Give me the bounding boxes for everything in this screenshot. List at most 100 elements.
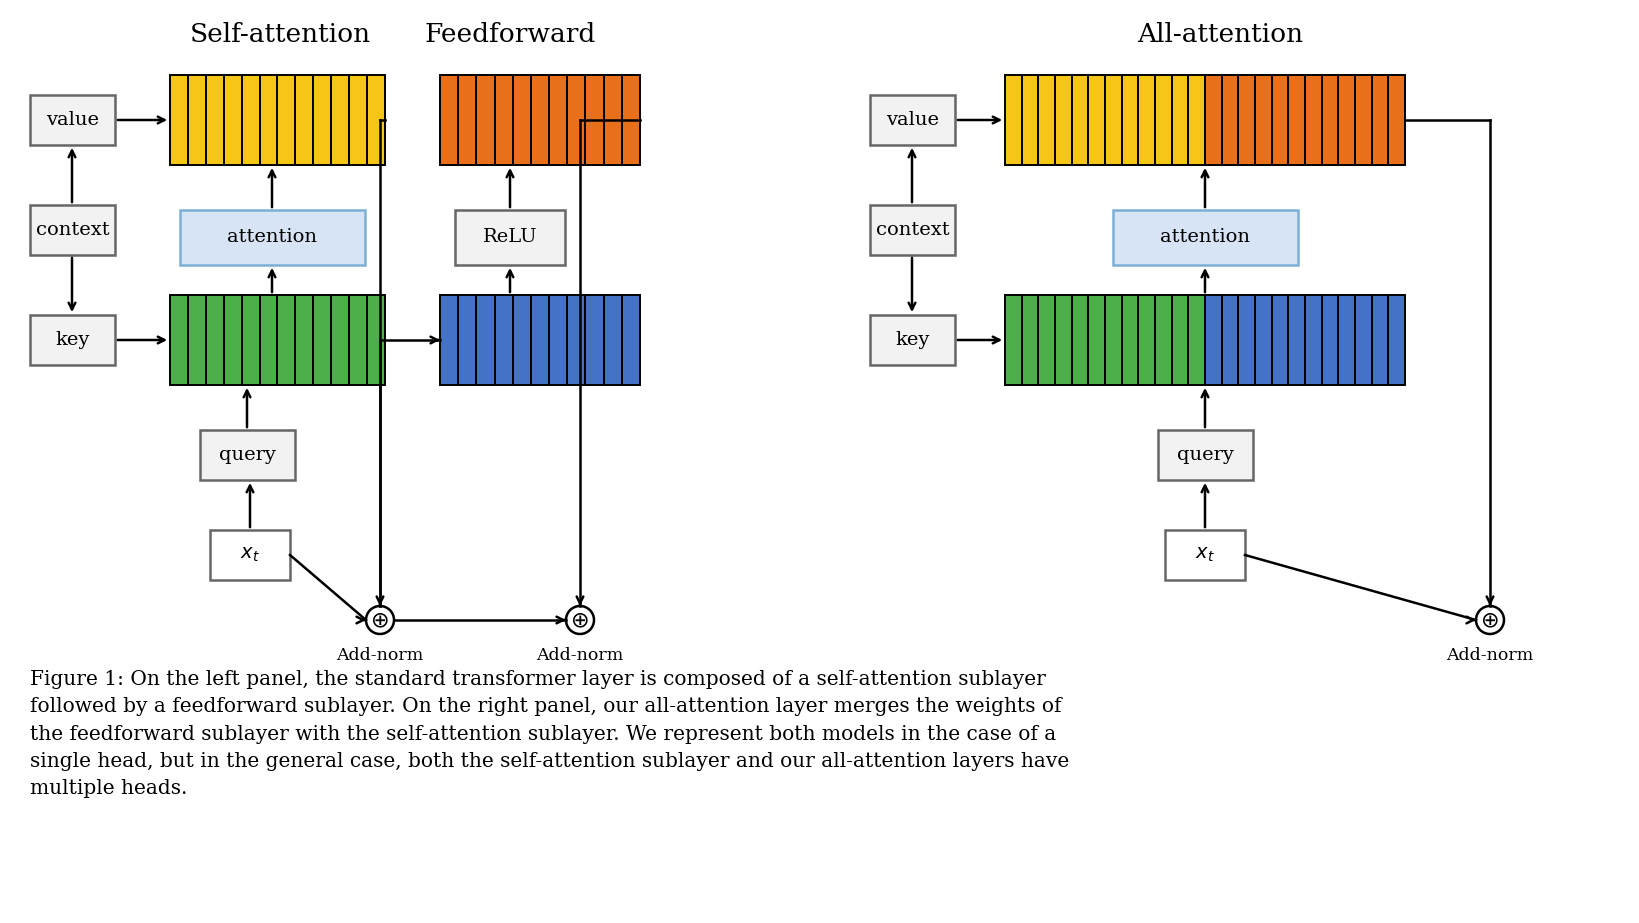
Bar [1321, 295, 1337, 385]
Bar [1354, 295, 1370, 385]
Text: $x_t$: $x_t$ [1195, 545, 1214, 564]
Bar [1121, 75, 1137, 165]
Bar [513, 75, 531, 165]
Text: Feedforward: Feedforward [425, 22, 595, 47]
Text: Add-norm: Add-norm [536, 647, 623, 664]
Bar [1154, 75, 1170, 165]
Bar [223, 75, 241, 165]
Bar [210, 530, 290, 580]
Circle shape [565, 606, 593, 634]
Bar [1170, 75, 1188, 165]
Bar [1305, 75, 1321, 165]
Text: Add-norm: Add-norm [1446, 647, 1532, 664]
Bar [531, 75, 549, 165]
Text: query: query [220, 446, 275, 464]
Bar [567, 295, 585, 385]
Text: attention: attention [228, 229, 318, 246]
Text: All-attention: All-attention [1136, 22, 1303, 47]
Text: Add-norm: Add-norm [336, 647, 423, 664]
Bar [30, 315, 115, 365]
Bar [475, 75, 495, 165]
Text: $x_t$: $x_t$ [239, 545, 259, 564]
Bar [454, 210, 565, 265]
Bar [188, 75, 207, 165]
Bar [1188, 75, 1205, 165]
Bar [30, 95, 115, 145]
Bar [1121, 295, 1137, 385]
Bar [1254, 75, 1270, 165]
Bar [869, 315, 954, 365]
Bar [1005, 75, 1021, 165]
Text: value: value [46, 111, 98, 129]
Bar [1205, 295, 1221, 385]
Bar [1070, 75, 1088, 165]
Bar [1021, 295, 1037, 385]
Bar [295, 295, 313, 385]
Bar [1237, 75, 1254, 165]
Text: key: key [56, 331, 90, 349]
Bar [1105, 75, 1121, 165]
Text: Self-attention: Self-attention [190, 22, 370, 47]
Bar [439, 75, 457, 165]
Bar [869, 205, 954, 255]
Bar [349, 75, 367, 165]
Bar [1388, 295, 1405, 385]
Bar [1370, 295, 1388, 385]
Bar [367, 295, 385, 385]
Bar [457, 75, 475, 165]
Bar [200, 430, 295, 480]
Bar [603, 75, 621, 165]
Bar [241, 295, 259, 385]
Bar [549, 295, 567, 385]
Bar [259, 75, 277, 165]
Text: ⊕: ⊕ [370, 610, 388, 630]
Bar [1157, 430, 1252, 480]
Text: ⊕: ⊕ [570, 610, 588, 630]
Bar [621, 75, 639, 165]
Bar [331, 295, 349, 385]
Bar [223, 295, 241, 385]
Bar [1054, 295, 1070, 385]
Text: attention: attention [1160, 229, 1249, 246]
Bar [188, 295, 207, 385]
Bar [1088, 75, 1105, 165]
Bar [241, 75, 259, 165]
Bar [1170, 295, 1188, 385]
Bar [1288, 75, 1305, 165]
Bar [349, 295, 367, 385]
Bar [1205, 75, 1221, 165]
Bar [1037, 75, 1054, 165]
Bar [331, 75, 349, 165]
Bar [1137, 295, 1154, 385]
Text: query: query [1177, 446, 1233, 464]
Text: key: key [895, 331, 929, 349]
Bar [1354, 75, 1370, 165]
Bar [277, 295, 295, 385]
Bar [1113, 210, 1296, 265]
Bar [313, 295, 331, 385]
Bar [1137, 75, 1154, 165]
Bar [1154, 295, 1170, 385]
Bar [1021, 75, 1037, 165]
Bar [1254, 295, 1270, 385]
Bar [30, 205, 115, 255]
Bar [180, 210, 365, 265]
Bar [495, 295, 513, 385]
Bar [295, 75, 313, 165]
Bar [1337, 75, 1354, 165]
Circle shape [365, 606, 393, 634]
Bar [170, 295, 188, 385]
Bar [1221, 295, 1237, 385]
Bar [1221, 75, 1237, 165]
Text: value: value [885, 111, 939, 129]
Bar [1337, 295, 1354, 385]
Bar [1105, 295, 1121, 385]
Bar [621, 295, 639, 385]
Bar [495, 75, 513, 165]
Text: ReLU: ReLU [482, 229, 538, 246]
Bar [1305, 295, 1321, 385]
Bar [513, 295, 531, 385]
Bar [869, 95, 954, 145]
Text: ⊕: ⊕ [1480, 610, 1498, 630]
Bar [567, 75, 585, 165]
